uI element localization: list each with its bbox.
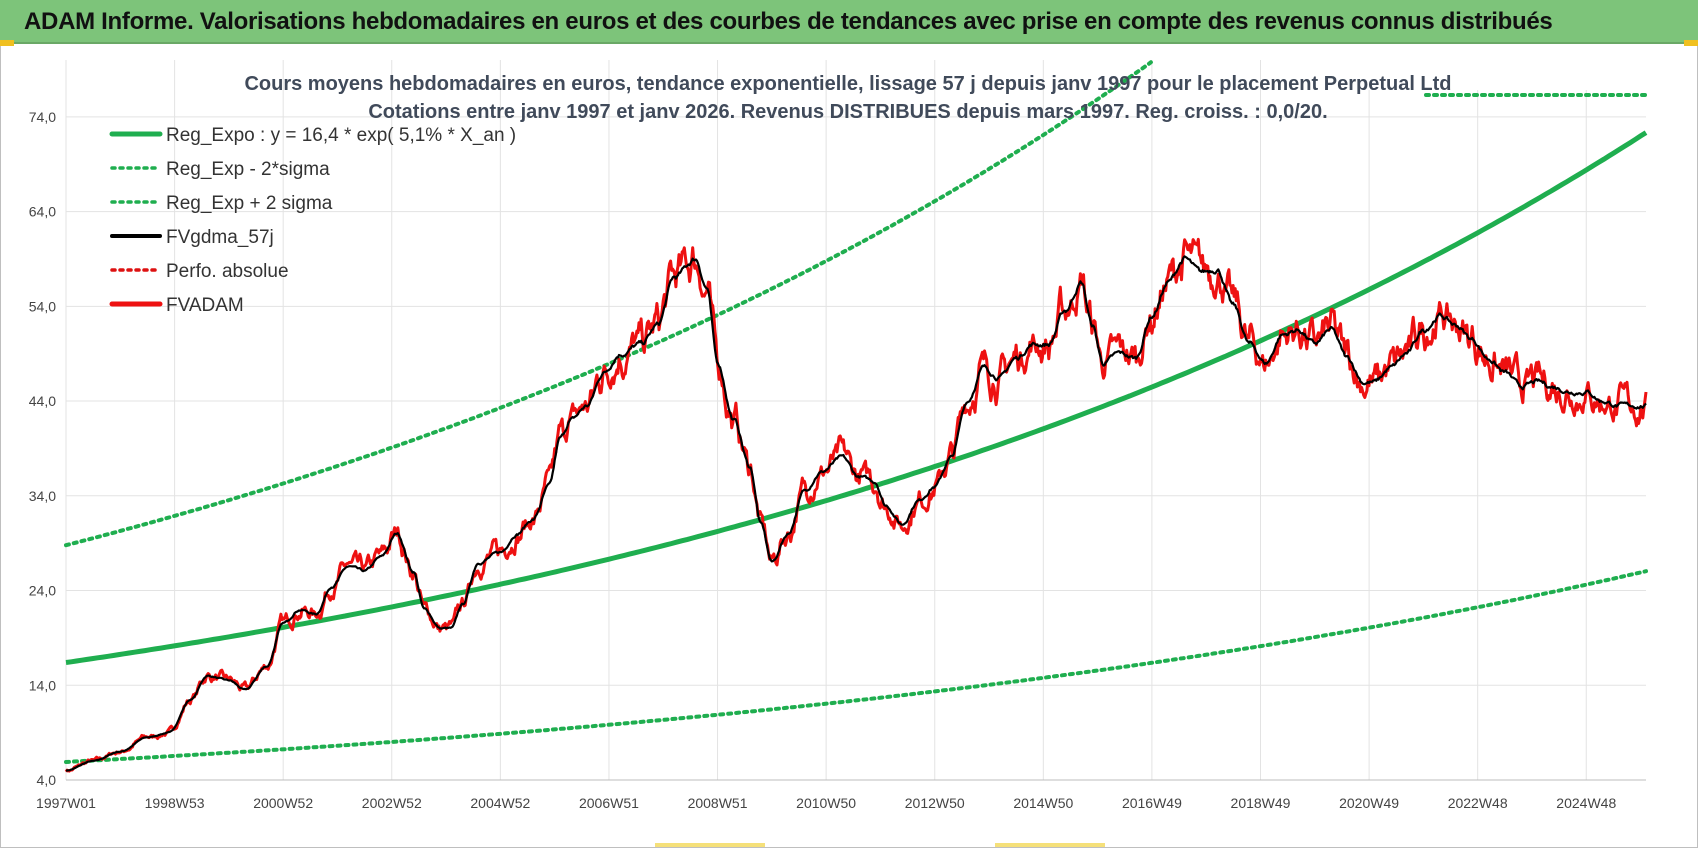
bottom-marker-1 bbox=[655, 843, 765, 847]
bottom-marker-2 bbox=[995, 843, 1105, 847]
page-title: ADAM Informe. Valorisations hebdomadaire… bbox=[24, 8, 1553, 35]
header-bar: ADAM Informe. Valorisations hebdomadaire… bbox=[0, 0, 1698, 44]
x-tick-label: 2024W48 bbox=[1556, 795, 1616, 811]
grid bbox=[65, 60, 1646, 781]
corner-marker-right bbox=[1684, 40, 1698, 46]
legend: Reg_Expo : y = 16,4 * exp( 5,1% * X_an )… bbox=[109, 125, 516, 316]
y-tick-label: 24,0 bbox=[29, 583, 56, 599]
x-tick-label: 2014W50 bbox=[1013, 795, 1073, 811]
subtitle-background bbox=[1290, 48, 1690, 90]
x-tick-label: 1998W53 bbox=[145, 795, 205, 811]
y-tick-label: 74,0 bbox=[29, 109, 56, 125]
y-tick-label: 4,0 bbox=[37, 772, 57, 788]
chart-title: Cours moyens hebdomadaires en euros, ten… bbox=[244, 73, 1451, 95]
y-tick-label: 54,0 bbox=[29, 298, 56, 314]
x-tick-label: 2000W52 bbox=[253, 795, 313, 811]
legend-label: FVADAM bbox=[166, 295, 244, 316]
x-tick-label: 2012W50 bbox=[905, 795, 965, 811]
x-tick-label: 2020W49 bbox=[1339, 795, 1399, 811]
series-lines bbox=[64, 60, 1648, 773]
x-tick-label: 1997W01 bbox=[36, 795, 96, 811]
x-tick-label: 2010W50 bbox=[796, 795, 856, 811]
x-tick-label: 2002W52 bbox=[362, 795, 422, 811]
x-tick-label: 2022W48 bbox=[1448, 795, 1508, 811]
series-regression bbox=[65, 130, 1648, 665]
y-tick-label: 14,0 bbox=[29, 677, 56, 693]
chart-subtitle: Cotations entre janv 1997 et janv 2026. … bbox=[368, 101, 1327, 123]
chart-svg: 4,0 14,0 24,0 34,0 44,0 54,0 64,0 74,0 1997W01 19… bbox=[29, 48, 1690, 811]
series-fvadam bbox=[64, 237, 1648, 773]
legend-label: Perfo. absolue bbox=[166, 261, 289, 282]
legend-label: Reg_Exp - 2*sigma bbox=[166, 159, 330, 180]
x-tick-label: 2004W52 bbox=[470, 795, 530, 811]
x-tick-label: 2018W49 bbox=[1231, 795, 1291, 811]
y-tick-label: 34,0 bbox=[29, 488, 56, 504]
series-fvgdma bbox=[65, 255, 1647, 772]
x-tick-label: 2008W51 bbox=[688, 795, 748, 811]
series-upper-band bbox=[64, 60, 1153, 548]
series-lower-band bbox=[64, 569, 1648, 764]
x-tick-label: 2006W51 bbox=[579, 795, 639, 811]
y-tick-label: 44,0 bbox=[29, 393, 56, 409]
y-tick-label: 64,0 bbox=[29, 204, 56, 220]
legend-label: FVgdma_57j bbox=[166, 227, 274, 248]
x-tick-label: 2016W49 bbox=[1122, 795, 1182, 811]
legend-label: Reg_Exp + 2 sigma bbox=[166, 193, 333, 214]
corner-marker-left bbox=[0, 40, 14, 46]
axis-ticks: 4,0 14,0 24,0 34,0 44,0 54,0 64,0 74,0 1997W01 19… bbox=[29, 109, 1617, 811]
legend-label: Reg_Expo : y = 16,4 * exp( 5,1% * X_an ) bbox=[166, 125, 516, 146]
